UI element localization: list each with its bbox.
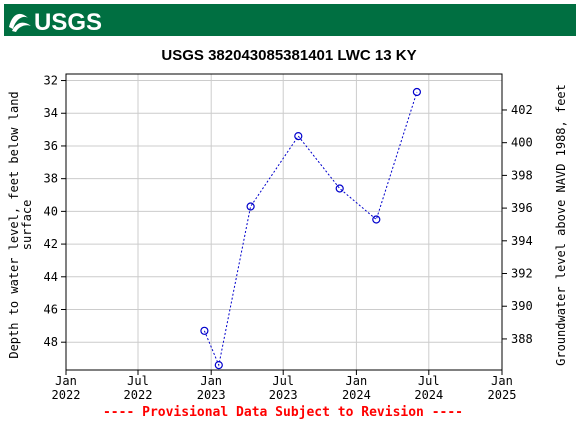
- right-tick-label: 402: [511, 103, 533, 117]
- x-tick-label-year: 2024: [414, 388, 443, 402]
- x-tick-label-month: Jan: [346, 374, 368, 388]
- usgs-logo-icon: [9, 13, 31, 32]
- data-point: [412, 87, 421, 97]
- x-tick-label-month: Jan: [200, 374, 222, 388]
- left-tick-label: 38: [44, 172, 58, 186]
- x-axis: Jan2022Jul2022Jan2023Jul2023Jan2024Jul20…: [52, 370, 517, 402]
- left-tick-label: 44: [44, 270, 58, 284]
- right-tick-label: 400: [511, 136, 533, 150]
- series-line: [203, 91, 418, 367]
- x-tick-label-month: Jan: [55, 374, 77, 388]
- left-tick-label: 46: [44, 302, 58, 316]
- left-axis-label-line1: Depth to water level, feet below land: [7, 91, 21, 358]
- x-tick-label-year: 2022: [124, 388, 153, 402]
- right-axis: 388 390 392 394 396 398 400 402: [502, 103, 533, 346]
- right-axis-label: Groundwater level above NAVD 1988, feet: [554, 84, 568, 366]
- x-tick-label-year: 2025: [488, 388, 517, 402]
- right-tick-label: 392: [511, 267, 533, 281]
- data-series: [200, 87, 421, 370]
- x-tick-label-month: Jul: [127, 374, 149, 388]
- left-axis-label-line2: surface: [20, 200, 34, 251]
- x-tick-label-month: Jul: [272, 374, 294, 388]
- x-tick-label-year: 2023: [197, 388, 226, 402]
- right-tick-label: 388: [511, 332, 533, 346]
- right-tick-label: 390: [511, 299, 533, 313]
- data-point: [372, 215, 381, 224]
- data-point: [214, 361, 223, 370]
- left-axis: 32 34 36 38 40 42 44 46 48: [44, 74, 66, 349]
- left-tick-label: 36: [44, 139, 58, 153]
- logo-wave: [12, 22, 31, 32]
- data-point: [294, 132, 303, 141]
- right-tick-label: 396: [511, 201, 533, 215]
- x-tick-label-year: 2023: [269, 388, 298, 402]
- usgs-header: USGS: [4, 4, 576, 36]
- data-point: [200, 326, 209, 335]
- plot-area: [65, 73, 503, 371]
- left-tick-label: 40: [44, 204, 58, 218]
- header-bar: [4, 4, 576, 36]
- x-tick-label-month: Jan: [491, 374, 513, 388]
- gridlines: [65, 74, 503, 370]
- logo-text: USGS: [34, 9, 102, 36]
- left-tick-label: 34: [44, 106, 58, 120]
- x-tick-label-year: 2024: [342, 388, 371, 402]
- left-tick-label: 32: [44, 74, 58, 88]
- left-tick-label: 42: [44, 237, 58, 251]
- right-tick-label: 394: [511, 234, 533, 248]
- x-tick-label-year: 2022: [52, 388, 81, 402]
- provisional-data-note: ---- Provisional Data Subject to Revisio…: [103, 405, 463, 420]
- logo-wave: [9, 13, 28, 29]
- right-tick-label: 398: [511, 168, 533, 182]
- data-point: [246, 202, 255, 211]
- x-tick-label-month: Jul: [418, 374, 440, 388]
- left-tick-label: 48: [44, 335, 58, 349]
- chart-title: USGS 382043085381401 LWC 13 KY: [161, 47, 416, 64]
- data-point: [335, 184, 344, 193]
